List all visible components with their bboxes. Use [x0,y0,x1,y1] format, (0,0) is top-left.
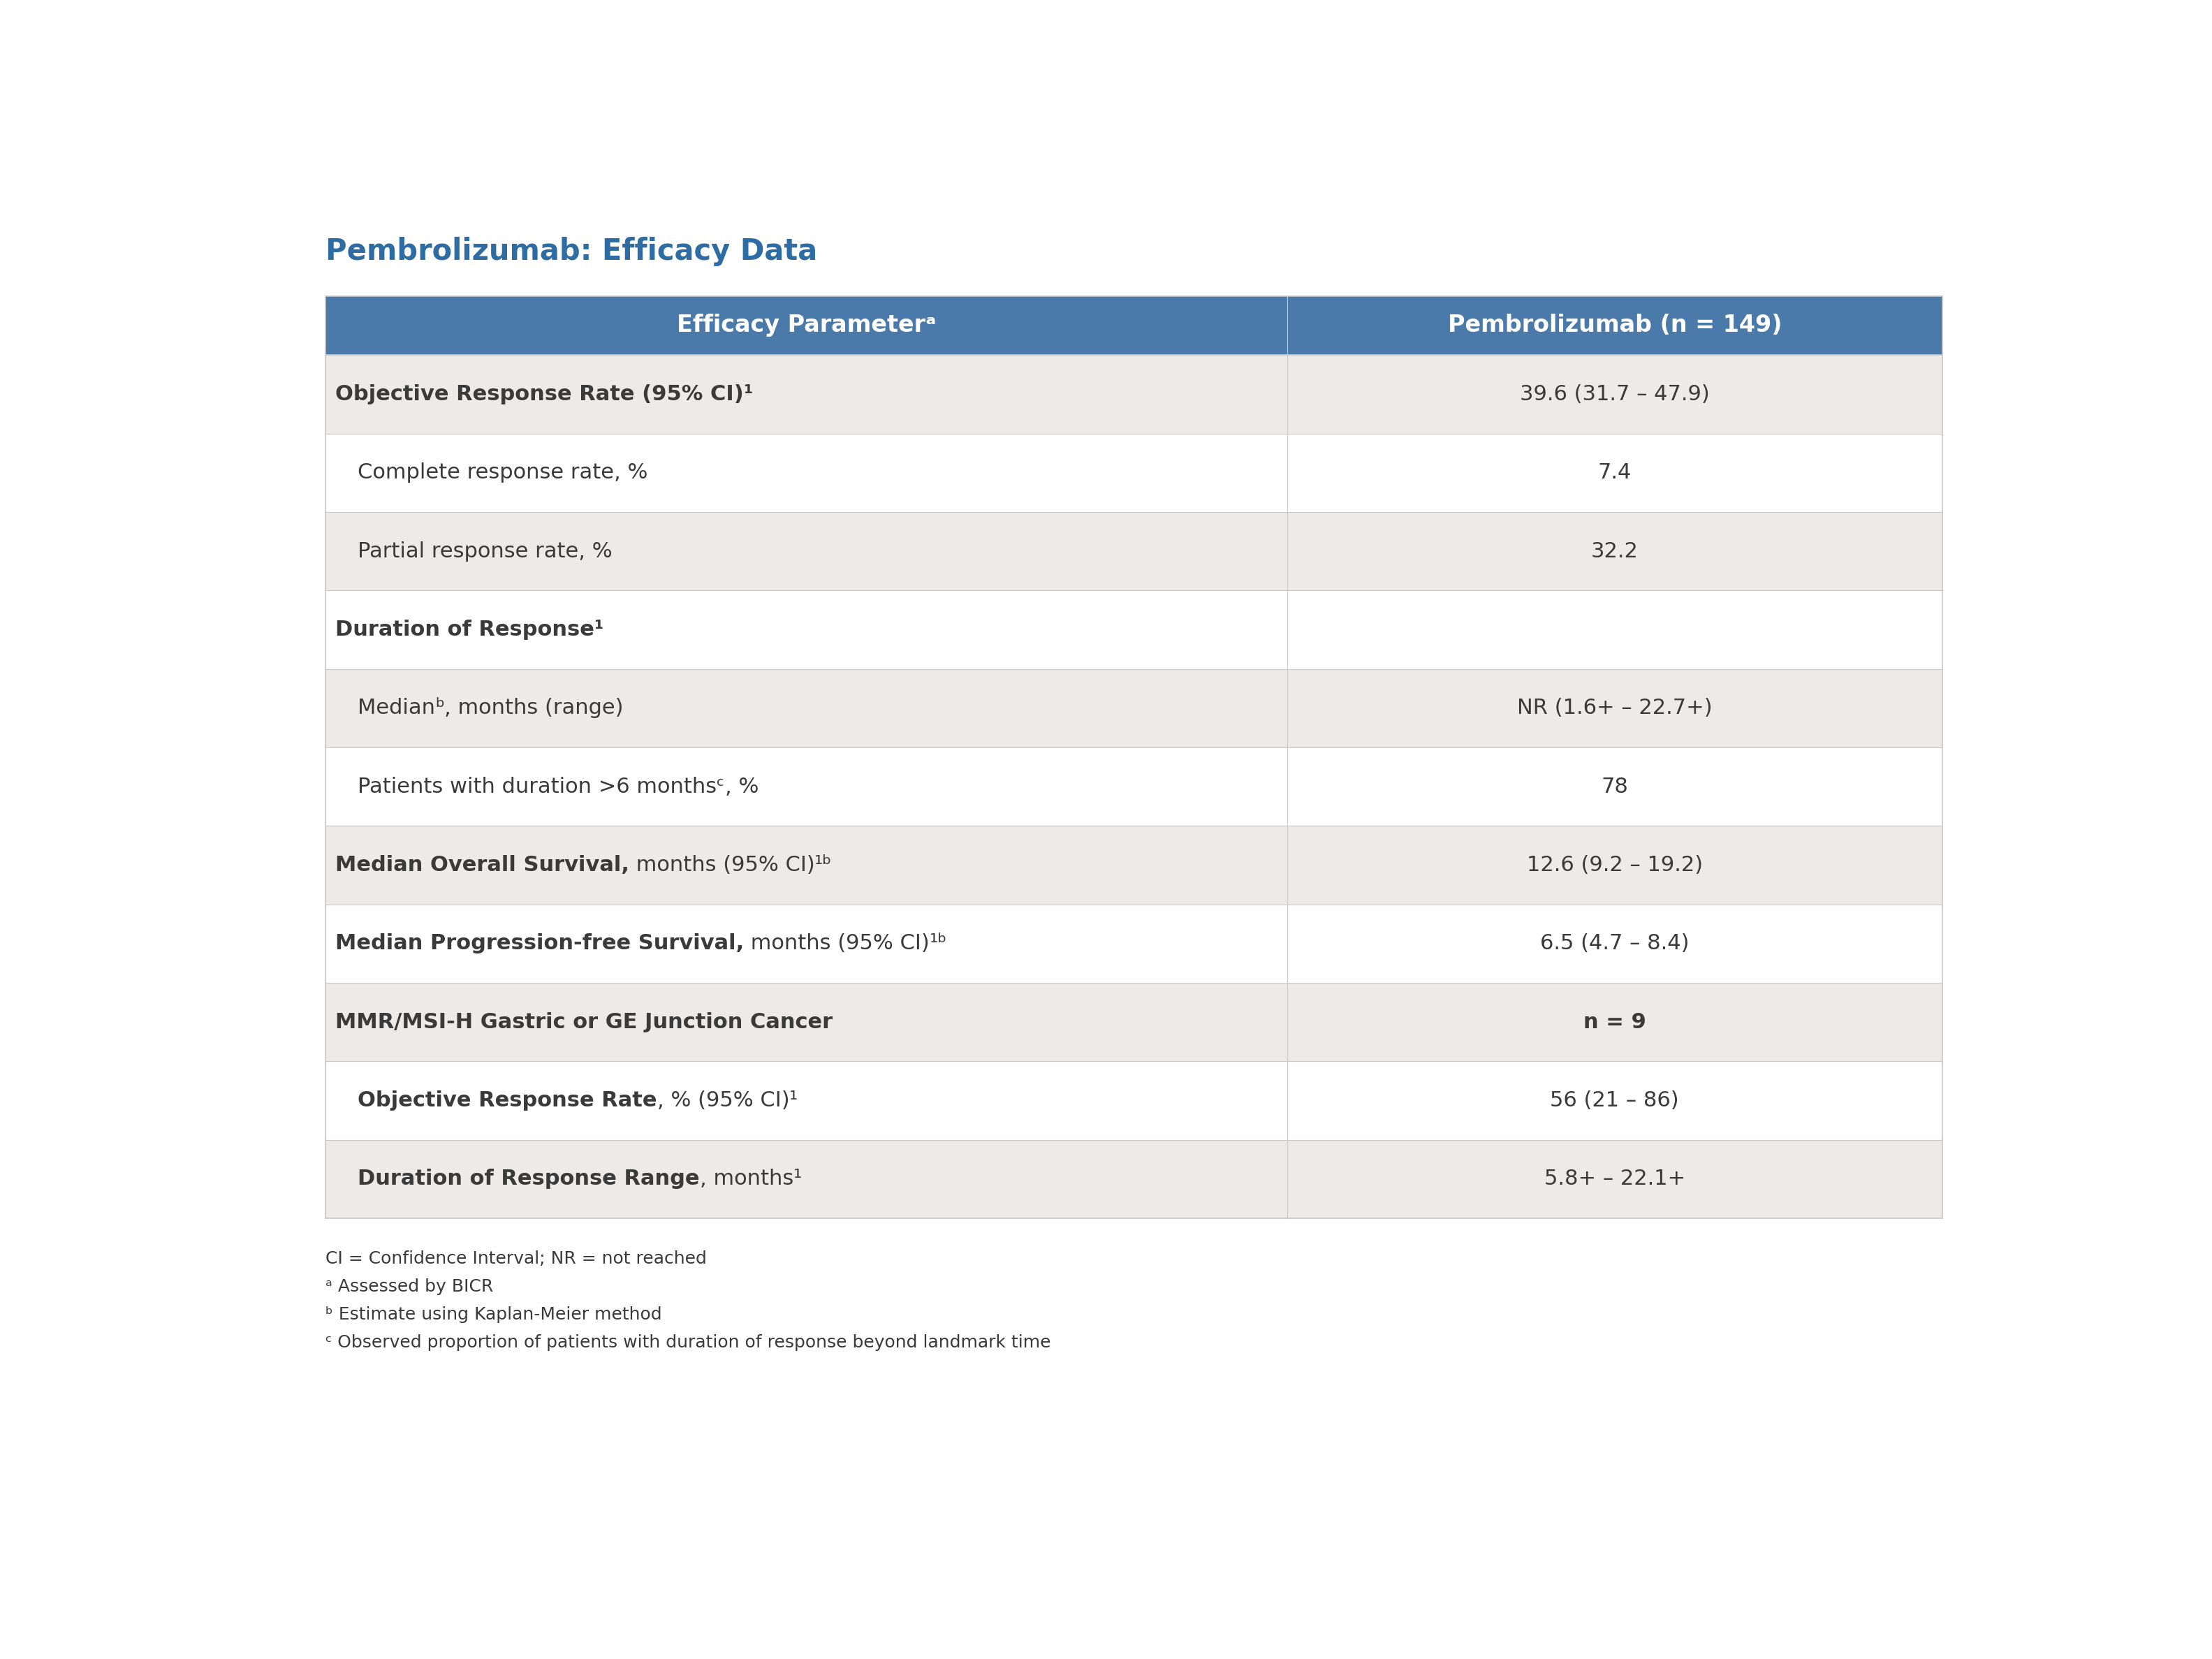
Text: , %: , % [726,776,759,796]
Text: ¹: ¹ [794,1170,803,1190]
Bar [325,355,1287,433]
Bar [325,982,1287,1062]
Text: 6.5 (4.7 – 8.4): 6.5 (4.7 – 8.4) [1540,934,1690,954]
Bar [325,669,1287,748]
Text: Median: Median [358,698,436,718]
Bar [1287,591,1942,669]
Text: months (95% CI): months (95% CI) [628,854,814,876]
Bar [325,904,1287,982]
Text: MMR/MSI-H Gastric or GE Junction Cancer: MMR/MSI-H Gastric or GE Junction Cancer [334,1012,832,1032]
Text: , months: , months [699,1170,794,1190]
Bar [325,591,1287,669]
Text: Pembrolizumab: Efficacy Data: Pembrolizumab: Efficacy Data [325,237,816,265]
Text: ᶜ Observed proportion of patients with duration of response beyond landmark time: ᶜ Observed proportion of patients with d… [325,1334,1051,1352]
Text: Duration of Response: Duration of Response [334,619,595,640]
Text: ᶜ: ᶜ [717,776,726,796]
Bar [325,826,1287,904]
Bar [1287,295,1942,355]
Text: ᵇ: ᵇ [436,698,445,718]
Text: Partial response rate, %: Partial response rate, % [358,541,613,561]
Text: 78: 78 [1601,776,1628,796]
Text: ¹: ¹ [743,385,752,405]
Text: ¹: ¹ [595,619,604,640]
Bar [1287,748,1942,826]
Bar [1287,513,1942,591]
Text: 7.4: 7.4 [1597,463,1632,483]
Bar [1287,1140,1942,1218]
Bar [1287,1062,1942,1140]
Text: 39.6 (31.7 – 47.9): 39.6 (31.7 – 47.9) [1520,385,1710,405]
Text: , % (95% CI): , % (95% CI) [657,1090,790,1112]
Bar [1287,904,1942,982]
Text: Objective Response Rate: Objective Response Rate [358,1090,657,1112]
Bar [325,1062,1287,1140]
Text: 5.8+ – 22.1+: 5.8+ – 22.1+ [1544,1170,1686,1190]
Text: Objective Response Rate (95% CI): Objective Response Rate (95% CI) [334,385,743,405]
Bar [325,748,1287,826]
Text: months (95% CI): months (95% CI) [743,934,929,954]
Bar [1287,982,1942,1062]
Text: CI = Confidence Interval; NR = not reached: CI = Confidence Interval; NR = not reach… [325,1251,706,1267]
Text: ᵃ Assessed by BICR: ᵃ Assessed by BICR [325,1279,493,1296]
Bar [1287,669,1942,748]
Bar [325,513,1287,591]
Bar [325,433,1287,513]
Text: 32.2: 32.2 [1590,541,1639,561]
Text: Median Overall Survival,: Median Overall Survival, [334,854,628,876]
Text: Efficacy Parameterᵃ: Efficacy Parameterᵃ [677,314,936,337]
Text: NR (1.6+ – 22.7+): NR (1.6+ – 22.7+) [1517,698,1712,718]
Text: Complete response rate, %: Complete response rate, % [358,463,648,483]
Bar [325,295,1287,355]
Text: , months (range): , months (range) [445,698,624,718]
Bar [325,1140,1287,1218]
Text: ¹: ¹ [790,1090,799,1112]
Text: Duration of Response Range: Duration of Response Range [358,1170,699,1190]
Text: Patients with duration >6 months: Patients with duration >6 months [358,776,717,796]
Bar [1287,355,1942,433]
Text: 56 (21 – 86): 56 (21 – 86) [1551,1090,1679,1112]
Text: 12.6 (9.2 – 19.2): 12.6 (9.2 – 19.2) [1526,854,1703,876]
Bar [1287,826,1942,904]
Text: ¹ᵇ: ¹ᵇ [814,854,832,876]
Text: ¹ᵇ: ¹ᵇ [929,934,947,954]
Text: Pembrolizumab (n = 149): Pembrolizumab (n = 149) [1447,314,1783,337]
Bar [1287,433,1942,513]
Text: Median Progression-free Survival,: Median Progression-free Survival, [334,934,743,954]
Text: ᵇ Estimate using Kaplan-Meier method: ᵇ Estimate using Kaplan-Meier method [325,1307,661,1324]
Text: n = 9: n = 9 [1584,1012,1646,1032]
